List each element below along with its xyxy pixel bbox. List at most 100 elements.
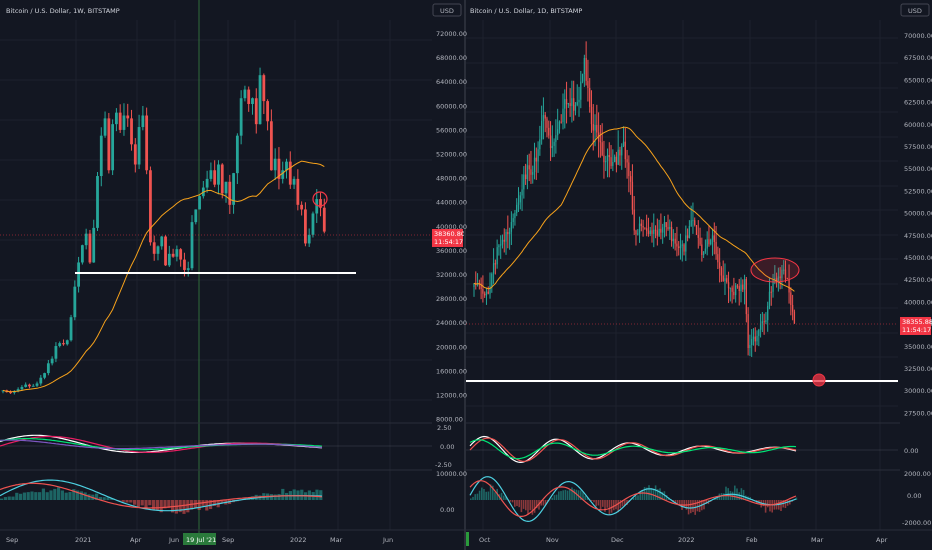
histogram-bar: [540, 500, 542, 506]
candle-body: [692, 220, 694, 222]
candle-body: [763, 321, 765, 323]
histogram-bar: [692, 500, 694, 513]
histogram-bar: [529, 500, 531, 511]
histogram-bar: [544, 500, 547, 505]
candle-body: [754, 336, 756, 342]
candle-body: [496, 247, 498, 265]
candle-body: [137, 127, 141, 165]
histogram-bar: [626, 500, 628, 505]
candle-body: [775, 278, 778, 282]
axis-tick-label: 48000.00: [436, 175, 467, 183]
histogram-bar: [582, 492, 584, 500]
histogram-bar: [38, 492, 42, 500]
candle-body: [521, 189, 523, 196]
histogram-bar: [76, 490, 80, 500]
candle-body: [288, 161, 292, 185]
candle-body: [646, 228, 648, 231]
candle-body: [638, 223, 641, 234]
candle-body: [546, 118, 548, 128]
histogram-bar: [511, 500, 514, 503]
candle-body: [16, 389, 20, 391]
histogram-bar: [595, 500, 597, 507]
histogram-bar: [676, 500, 679, 505]
candle-body: [674, 238, 676, 244]
candle-body: [145, 115, 149, 171]
histogram-bar: [584, 495, 586, 500]
axis-tick-label: 56000.00: [436, 126, 467, 134]
axis-tick-label: 27500.00: [904, 409, 932, 417]
histogram-bar: [509, 500, 512, 502]
candle-body: [701, 244, 703, 256]
histogram-bar: [564, 489, 567, 500]
histogram-bar: [45, 492, 49, 500]
histogram-bar: [542, 500, 545, 506]
left-currency-button[interactable]: USD: [432, 3, 462, 17]
candle-body: [171, 253, 175, 257]
candle-body: [573, 98, 575, 111]
right-moving-average: [473, 126, 795, 292]
histogram-bar: [764, 500, 767, 513]
candle-body: [790, 292, 792, 306]
candle-body: [672, 238, 675, 242]
candle-body: [662, 227, 664, 233]
candle-body: [62, 343, 65, 345]
candle-body: [596, 124, 598, 133]
candle-body: [247, 89, 251, 104]
histogram-bar: [102, 497, 106, 500]
right-x-tick: Apr: [876, 536, 888, 544]
candle-body: [720, 267, 723, 276]
right-grid: [466, 20, 898, 530]
histogram-bar: [520, 500, 523, 513]
histogram-bar: [723, 493, 725, 500]
histogram-bar: [536, 500, 538, 509]
candle-body: [107, 118, 111, 171]
left-marker-circle: [312, 191, 328, 207]
candle-body: [530, 169, 532, 175]
candle-body: [186, 268, 190, 270]
candle-body: [80, 245, 84, 263]
histogram-bar: [133, 500, 137, 505]
candle-body: [485, 291, 488, 296]
histogram-bar: [569, 489, 571, 500]
histogram-bar: [273, 494, 277, 500]
candle-body: [194, 209, 198, 223]
candle-body: [39, 377, 43, 384]
histogram-bar: [734, 485, 736, 500]
histogram-bar: [481, 487, 483, 500]
histogram-bar: [780, 500, 782, 512]
axis-tick-label: 30000.00: [904, 387, 932, 395]
histogram-bar: [648, 485, 650, 500]
histogram-bar: [575, 489, 578, 500]
histogram-bar: [209, 500, 213, 510]
histogram-bar: [212, 500, 216, 506]
histogram-bar: [474, 494, 476, 500]
candle-body: [768, 291, 771, 306]
right-x-tick: Dec: [611, 536, 624, 544]
candle-body: [653, 229, 655, 234]
right-x-tick: 2022: [678, 536, 695, 544]
candle-body: [88, 233, 92, 263]
histogram-bar: [531, 500, 534, 515]
histogram-bar: [277, 493, 281, 500]
candle-body: [704, 248, 707, 252]
candle-body: [164, 236, 167, 266]
candle-body: [601, 142, 603, 156]
axis-tick-label: 55000.00: [904, 165, 932, 173]
histogram-bar: [632, 497, 635, 500]
candle-body: [567, 103, 569, 105]
candle-body: [612, 161, 614, 166]
histogram-bar: [503, 495, 505, 500]
candle-body: [535, 157, 537, 162]
left-x-tick: Apr: [130, 536, 142, 544]
axis-tick-label: 52500.00: [904, 187, 932, 195]
candle-body: [686, 235, 689, 238]
histogram-bar: [527, 500, 529, 515]
candle-body: [635, 230, 637, 235]
candle-body: [111, 124, 115, 171]
axis-tick-label: 60000.00: [904, 121, 932, 129]
right-currency-button[interactable]: USD: [900, 3, 930, 17]
candle-body: [640, 223, 642, 227]
histogram-bar: [136, 500, 140, 507]
histogram-bar: [121, 500, 125, 502]
